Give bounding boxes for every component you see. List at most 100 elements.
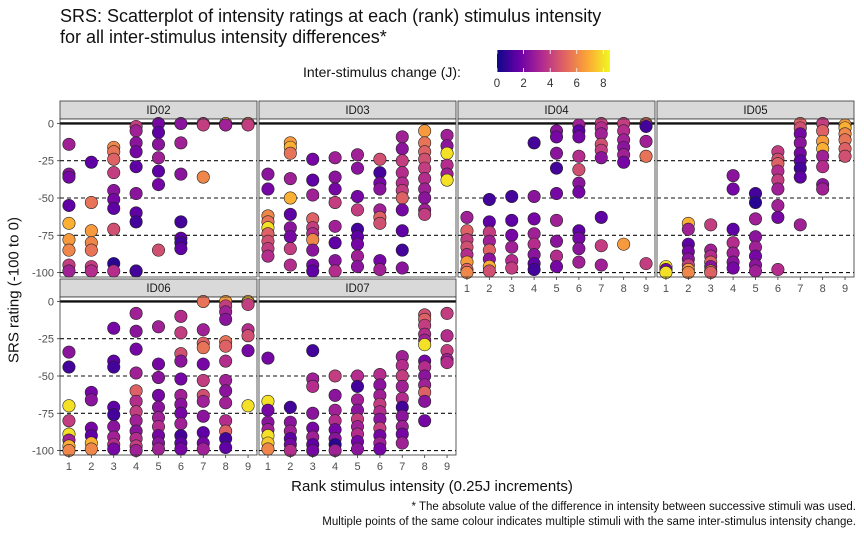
data-point xyxy=(350,237,364,251)
data-point xyxy=(549,146,563,160)
color-legend-bar xyxy=(497,50,610,72)
data-point xyxy=(418,191,432,205)
data-point xyxy=(196,294,210,308)
data-point xyxy=(306,406,320,420)
data-point xyxy=(196,373,210,387)
data-point xyxy=(395,261,409,275)
data-point xyxy=(84,195,98,209)
data-point xyxy=(704,218,718,232)
data-point xyxy=(748,264,762,278)
data-point xyxy=(594,258,608,272)
data-point xyxy=(107,360,121,374)
y-tick-label: -50 xyxy=(38,193,54,205)
data-point xyxy=(440,356,454,370)
data-point xyxy=(527,263,541,277)
x-tick-label: 5 xyxy=(155,461,161,473)
data-point xyxy=(84,243,98,257)
data-point xyxy=(152,164,166,178)
data-point xyxy=(84,393,98,407)
data-point xyxy=(460,210,474,224)
data-point xyxy=(107,321,121,335)
data-point xyxy=(261,249,275,263)
y-axis-title: SRS rating (-100 to 0) xyxy=(5,217,23,363)
data-point xyxy=(505,261,519,275)
data-point xyxy=(328,151,342,165)
data-point xyxy=(527,212,541,226)
data-point xyxy=(196,394,210,408)
data-point xyxy=(152,442,166,456)
data-point xyxy=(306,152,320,166)
data-point xyxy=(107,222,121,236)
data-point xyxy=(84,155,98,169)
data-point xyxy=(328,182,342,196)
data-point xyxy=(395,243,409,257)
facet-strip-label: ID04 xyxy=(544,105,569,117)
panel-border xyxy=(258,118,457,278)
data-point xyxy=(129,324,143,338)
data-point xyxy=(350,190,364,204)
data-point xyxy=(350,161,364,175)
facet-strip-label: ID03 xyxy=(345,105,369,117)
data-point xyxy=(594,210,608,224)
x-tick-label: 1 xyxy=(663,283,669,295)
facet-strip-label: ID07 xyxy=(345,283,369,295)
data-point xyxy=(152,125,166,139)
y-tick-label: -25 xyxy=(38,334,54,346)
data-point xyxy=(174,215,188,229)
data-point xyxy=(129,145,143,159)
data-point xyxy=(639,134,653,148)
data-point xyxy=(261,442,275,456)
x-tick-label: 6 xyxy=(576,283,582,295)
data-point xyxy=(62,399,76,413)
x-tick-label: 6 xyxy=(178,461,184,473)
data-point xyxy=(771,210,785,224)
data-point xyxy=(328,388,342,402)
data-point xyxy=(306,264,320,278)
x-tick-label: 1 xyxy=(66,461,72,473)
data-point xyxy=(527,190,541,204)
data-point xyxy=(174,354,188,368)
x-tick-label: 5 xyxy=(752,283,758,295)
data-point xyxy=(726,182,740,196)
x-tick-label: 2 xyxy=(287,461,293,473)
data-point xyxy=(219,441,233,455)
data-point xyxy=(505,190,519,204)
data-point xyxy=(129,342,143,356)
x-tick-label: 3 xyxy=(708,283,714,295)
data-point xyxy=(505,240,519,254)
data-point xyxy=(572,255,586,269)
data-point xyxy=(418,124,432,138)
data-point xyxy=(328,195,342,209)
data-point xyxy=(129,264,143,278)
data-point xyxy=(174,442,188,456)
y-tick-label: 0 xyxy=(48,118,54,130)
data-point xyxy=(549,161,563,175)
data-point xyxy=(219,312,233,326)
x-tick-label: 1 xyxy=(464,283,470,295)
data-point xyxy=(328,219,342,233)
y-tick-label: -25 xyxy=(38,156,54,168)
footnote-line-2: Multiple points of the same colour indic… xyxy=(322,516,856,528)
data-point xyxy=(639,257,653,271)
facet-strip-label: ID05 xyxy=(743,105,767,117)
data-point xyxy=(395,224,409,238)
data-point xyxy=(373,182,387,196)
data-point xyxy=(129,124,143,138)
y-tick-label: -75 xyxy=(38,408,54,420)
data-point xyxy=(261,182,275,196)
chart-title: SRS: Scatterplot of intensity ratings at… xyxy=(60,6,602,47)
data-point xyxy=(152,357,166,371)
data-point xyxy=(373,216,387,230)
panel-id04: ID04 1 2 3 4 5 6 7 8 9 xyxy=(457,100,656,295)
data-point xyxy=(107,201,121,215)
x-tick-label: 5 xyxy=(553,283,559,295)
data-point xyxy=(440,173,454,187)
data-point xyxy=(350,260,364,274)
data-point xyxy=(129,187,143,201)
data-point xyxy=(572,242,586,256)
data-point xyxy=(283,230,297,244)
x-tick-label: 9 xyxy=(245,461,251,473)
x-tick-label: 7 xyxy=(200,461,206,473)
data-point xyxy=(107,408,121,422)
x-tick-label: 4 xyxy=(332,461,338,473)
